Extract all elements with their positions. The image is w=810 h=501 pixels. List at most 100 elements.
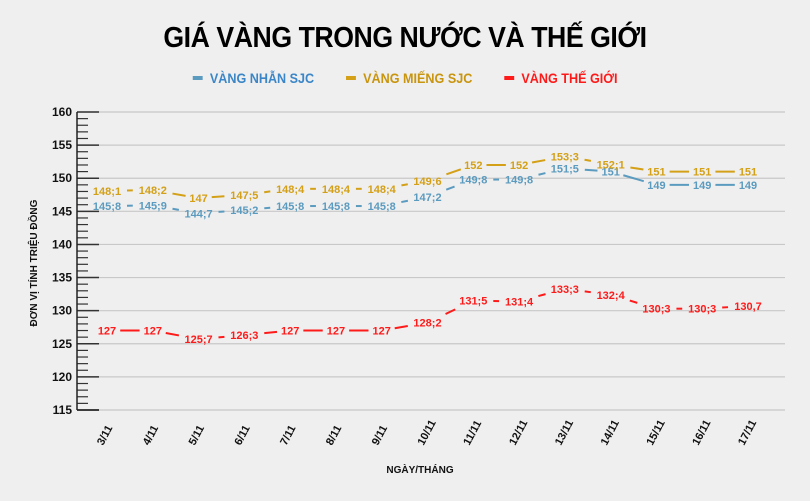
y-tick-label: 120 — [52, 370, 72, 384]
legend-label: VÀNG NHẪN SJC — [210, 70, 315, 86]
series-line-segment — [394, 325, 408, 330]
data-label: 149;8 — [505, 175, 533, 187]
data-label: 149 — [693, 180, 711, 192]
series-line-segment — [218, 335, 225, 339]
data-label: 151 — [647, 167, 665, 179]
x-tick-label: 5/11 — [187, 423, 207, 447]
series-line-segment — [264, 206, 271, 210]
y-tick-label: 155 — [52, 138, 72, 152]
series-line-segment — [445, 185, 455, 191]
x-tick-label: 11/11 — [461, 419, 484, 448]
x-tick-label: 13/11 — [553, 418, 576, 447]
data-label: 127 — [98, 326, 116, 338]
series-line-segment — [172, 207, 180, 211]
y-tick-label: 115 — [53, 403, 73, 417]
data-label: 148;1 — [93, 186, 121, 198]
data-label: 132;4 — [597, 290, 626, 302]
legend-item-vang-mieng: VÀNG MIẾNG SJC — [346, 70, 473, 86]
y-tick-label: 140 — [52, 237, 72, 251]
data-label: 145;8 — [368, 201, 396, 213]
data-label: 145;8 — [276, 201, 304, 213]
series-line-segment — [629, 299, 638, 304]
x-tick-label: 7/11 — [278, 423, 298, 447]
data-label: 130;3 — [688, 304, 716, 316]
data-label: 147 — [189, 193, 207, 205]
x-axis-title: NGÀY/THÁNG — [386, 463, 453, 476]
data-label: 125;7 — [185, 334, 213, 346]
series-line-segment — [623, 174, 645, 183]
data-label: 130,7 — [734, 301, 762, 313]
data-label: 145;9 — [139, 200, 167, 212]
data-label: 127 — [144, 326, 162, 338]
series-line-segment — [584, 168, 598, 172]
x-tick-label: 17/11 — [736, 418, 759, 447]
x-tick-label: 10/11 — [416, 418, 439, 447]
data-label: 148;4 — [322, 184, 351, 196]
data-label: 127 — [327, 326, 345, 338]
data-label: 152;1 — [597, 159, 625, 171]
series-line-segment — [630, 166, 644, 171]
x-tick-label: 3/11 — [95, 423, 115, 447]
data-label: 127 — [373, 326, 391, 338]
series-line-segment — [445, 308, 456, 315]
data-label: 153;3 — [551, 151, 579, 163]
data-label: 127 — [281, 326, 299, 338]
x-tick-label: 14/11 — [599, 418, 622, 447]
x-tick-label: 8/11 — [324, 423, 344, 447]
data-label: 131;5 — [459, 296, 487, 308]
data-label: 145;8 — [322, 201, 350, 213]
series-line-segment — [401, 199, 409, 204]
x-tick-label: 4/11 — [141, 423, 161, 447]
data-label: 149 — [739, 180, 757, 192]
y-tick-label: 130 — [52, 304, 72, 318]
data-label: 151 — [601, 167, 619, 179]
data-label: 152 — [510, 160, 528, 172]
data-label: 152 — [464, 160, 482, 172]
legend-label: VÀNG THẾ GIỚI — [521, 70, 618, 86]
legend-swatch-icon — [346, 76, 357, 80]
legend-swatch-icon — [193, 76, 204, 80]
y-tick-label: 150 — [52, 171, 72, 185]
data-label: 130;3 — [642, 304, 670, 316]
x-tick-label: 9/11 — [370, 423, 390, 447]
x-tick-label: 6/11 — [232, 423, 252, 447]
series-line-segment — [531, 159, 546, 164]
series-line-segment — [401, 183, 408, 187]
series-line-segment — [538, 293, 546, 298]
chart-title: GIÁ VÀNG TRONG NƯỚC VÀ THẾ GIỚI — [163, 22, 647, 54]
data-label: 131;4 — [505, 296, 534, 308]
y-tick-label: 160 — [52, 105, 72, 119]
y-tick-label: 135 — [52, 271, 72, 285]
series-line-segment — [538, 172, 546, 176]
y-tick-label: 125 — [52, 337, 72, 351]
legend-swatch-icon — [503, 76, 514, 80]
data-label: 151 — [693, 167, 711, 179]
series-line-segment — [264, 330, 278, 335]
data-label: 147;2 — [413, 192, 441, 204]
x-tick-label: 12/11 — [507, 418, 530, 447]
series-line-segment — [165, 331, 180, 337]
data-label: 149 — [647, 180, 665, 192]
series-line-segment — [584, 158, 592, 162]
y-tick-label: 145 — [52, 204, 72, 218]
data-label: 148;4 — [368, 184, 397, 196]
x-tick-label: 16/11 — [690, 418, 713, 447]
data-label: 144;7 — [185, 208, 213, 220]
y-axis-title: ĐƠN VỊ TÍNH TRIỆU ĐỒNG — [27, 199, 40, 326]
chart-legend: VÀNG NHẪN SJC VÀNG MIẾNG SJC VÀNG THẾ GI… — [0, 70, 810, 86]
data-label: 149;8 — [459, 175, 487, 187]
data-label: 133;3 — [551, 284, 579, 296]
x-tick-label: 15/11 — [644, 418, 667, 447]
data-label: 148;4 — [276, 184, 305, 196]
legend-item-vang-the-gioi: VÀNG THẾ GIỚI — [503, 70, 618, 86]
data-label: 128;2 — [413, 318, 441, 330]
series-line-segment — [584, 290, 591, 294]
data-label: 151;5 — [551, 163, 579, 175]
series-line-segment — [211, 195, 225, 199]
data-label: 126;3 — [230, 330, 258, 342]
series-line-segment — [446, 168, 462, 176]
legend-item-vang-nhan: VÀNG NHẪN SJC — [193, 70, 315, 86]
series-line-segment — [264, 190, 271, 194]
data-label: 148;2 — [139, 185, 167, 197]
